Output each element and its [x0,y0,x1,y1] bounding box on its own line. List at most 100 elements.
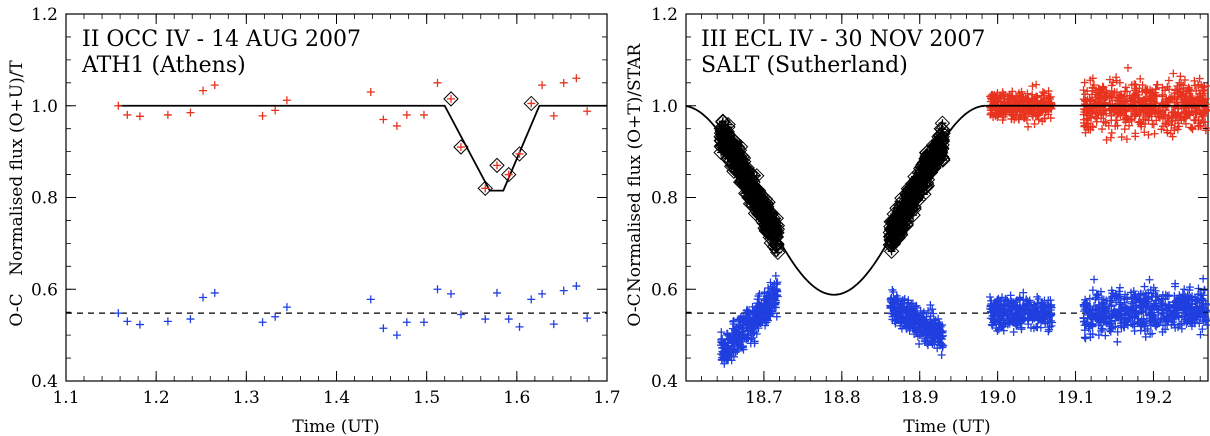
flux-point [1144,112,1153,121]
flux-point [1190,76,1199,85]
flux-point [282,96,291,105]
residual-point [718,343,727,352]
residual-point [210,288,219,297]
x-tick-label: 18.7 [745,388,783,408]
flux-point [1006,95,1015,104]
residual-point [271,312,280,321]
residual-point [1002,309,1011,318]
residual-point [1097,326,1106,335]
residual-point [751,309,760,318]
flux-point [1185,85,1194,94]
residual-point [199,293,208,302]
residual-point [757,316,766,325]
flux-point [1195,121,1204,130]
residual-point [937,339,946,348]
residual-point [718,339,727,348]
fit-point-marker [890,230,906,246]
residual-point [1180,315,1189,324]
left-subtitle: ATH1 (Athens) [81,53,246,78]
flux-point [1198,112,1207,121]
residual-point [1116,306,1125,315]
residual-point [999,302,1008,311]
residual-point [1149,289,1158,298]
flux-point [1188,125,1197,134]
residual-point [729,316,738,325]
x-tick-label: 1.5 [413,388,440,408]
residual-point [1121,311,1130,320]
flux-point [1014,114,1023,123]
residual-point [1014,316,1023,325]
fit-point-marker [730,156,746,172]
residual-point [1135,319,1144,328]
residual-point [938,343,947,352]
flux-point [1028,82,1037,91]
residual-point [723,346,732,355]
flux-point [758,216,767,225]
residual-point [1134,291,1143,300]
flux-point [1173,85,1182,94]
residual-point [725,334,734,343]
residual-point [769,290,778,299]
y-tick-label: 1.2 [31,5,58,25]
fit-point-marker [918,166,934,183]
residual-point [1090,275,1099,284]
flux-point [1085,113,1094,122]
residual-point [994,308,1003,317]
residual-point [1177,300,1186,309]
y-tick-label: 0.4 [651,372,678,392]
right-title: III ECL IV - 30 NOV 2007 [701,27,985,52]
residual-point [419,318,428,327]
flux-point [1038,88,1047,97]
flux-point [1203,82,1210,91]
residual-point [1003,296,1012,305]
left-x-axis-label: Time (UT) [292,417,379,436]
residual-point [1096,287,1105,296]
residual-point [754,324,763,333]
y-tick-label: 0.4 [31,372,58,392]
residual-point [1088,313,1097,322]
residual-point [1199,316,1208,325]
residual-point [918,315,927,324]
residual-point [1085,294,1094,303]
residual-point [447,289,456,298]
flux-point [1088,84,1097,93]
residual-point [770,300,779,309]
flux-point [1007,115,1016,124]
residual-point [754,292,763,301]
right-marks [685,63,1210,368]
flux-point [1173,93,1182,102]
residual-point [1079,317,1088,326]
residual-point [722,329,731,338]
residual-point [456,310,465,319]
residual-point [772,312,781,321]
y-tick-label: 1.2 [651,5,678,25]
left-marks [66,74,607,340]
residual-point [1185,286,1194,295]
flux-point [1150,129,1159,138]
left-y-axis-label: Normalised flux (O+U)/T [7,60,27,276]
residual-point [1173,306,1182,315]
flux-point [936,131,945,140]
residual-point [163,317,172,326]
residual-point [1088,330,1097,339]
residual-point [1192,296,1201,305]
flux-point [1096,89,1105,98]
residual-point [907,300,916,309]
flux-point [114,101,123,110]
residual-point [1131,294,1140,303]
flux-point [572,74,581,83]
flux-point [1202,107,1210,116]
residual-point [135,320,144,329]
residual-point [1199,274,1208,283]
residual-point [282,303,291,312]
fit-point-marker [930,140,946,156]
flux-point [1036,102,1045,111]
flux-point [433,78,442,87]
flux-point [1117,133,1126,142]
residual-point [731,348,740,357]
residual-point [1198,294,1207,303]
residual-point [937,351,946,360]
flux-point [1085,100,1094,109]
residual-point [771,271,780,280]
residual-point [755,301,764,310]
